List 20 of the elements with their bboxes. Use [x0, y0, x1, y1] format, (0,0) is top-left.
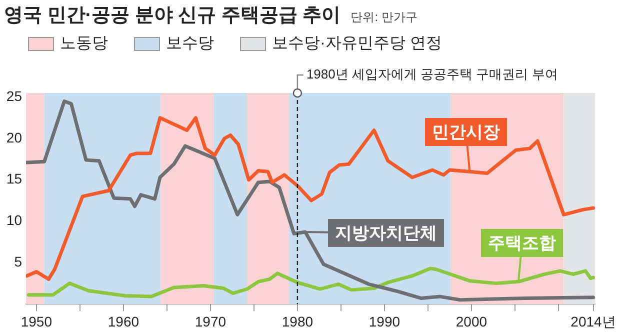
y-tick-label: 5 [14, 253, 22, 270]
x-tick-label: 2000 [456, 313, 488, 330]
chart-subtitle: 단위: 만가구 [350, 9, 418, 26]
x-tick-label: 1980 [282, 313, 314, 330]
band-label: 보수당 [166, 34, 214, 54]
x-tick-label: 2014년 [570, 313, 616, 330]
x-tick-label: 1990 [368, 313, 400, 330]
y-tick-label: 10 [6, 212, 22, 228]
x-tick-label: 1960 [108, 313, 140, 330]
y-tick-label: 15 [6, 170, 22, 187]
legend-label: 노동당 [60, 34, 108, 54]
ref-line-label: 1980년 세입자에게 공공주택 구매권리 부여 [306, 66, 558, 82]
y-tick-label: 20 [6, 129, 22, 146]
x-tick-label: 1950 [20, 313, 52, 330]
series-label: 민간시장 [432, 122, 500, 142]
chart-title: 영국 민간·공공 분야 신규 주택공급 추이 [4, 4, 341, 28]
x-tick-label: 1970 [194, 313, 226, 330]
series-label: 주택조합 [488, 234, 556, 253]
y-tick-label: 25 [6, 88, 22, 104]
legend-label: 보수당·자유민주당 연정 [272, 34, 442, 54]
